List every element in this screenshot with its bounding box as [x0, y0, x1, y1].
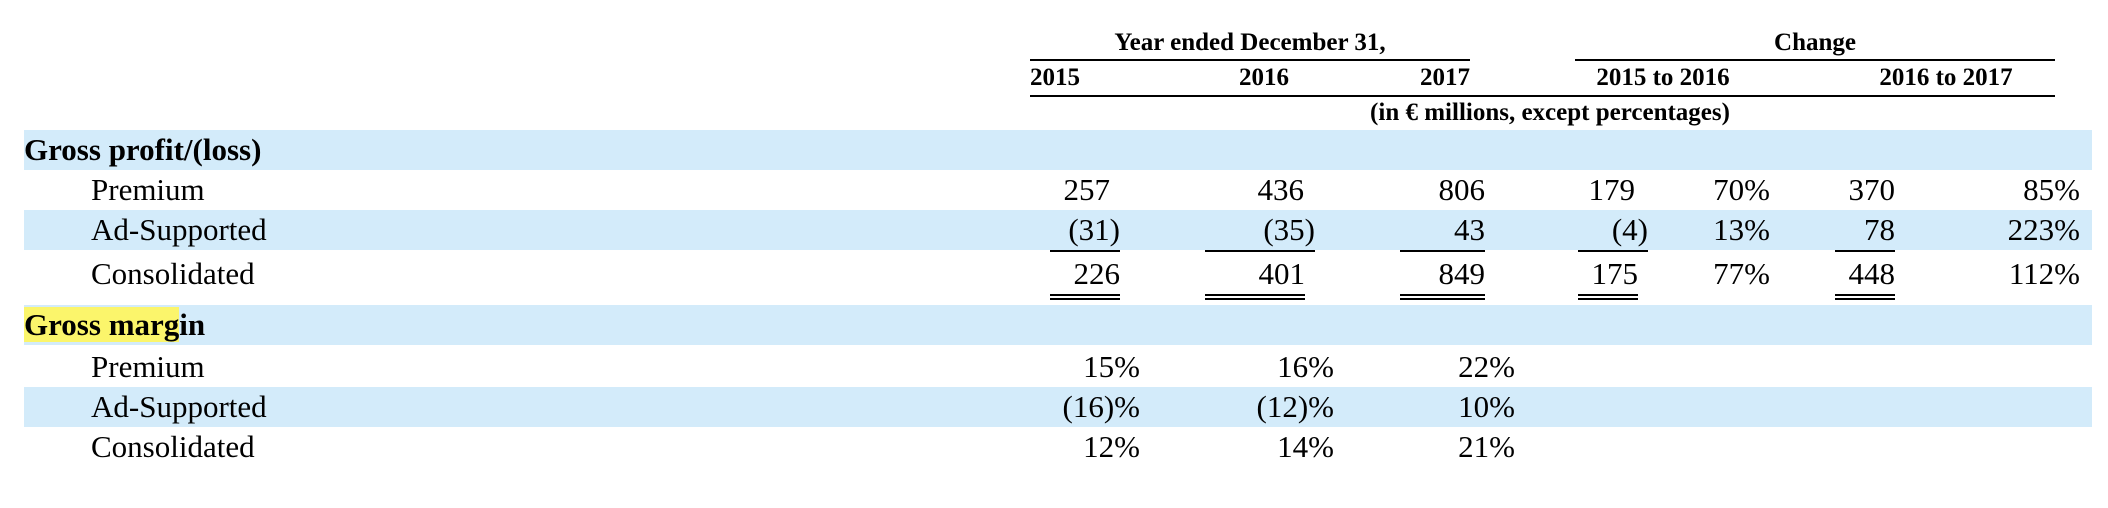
header-year-2017: 2017: [1420, 64, 1470, 91]
cell-ad-chg2-pct: 223%: [2007, 212, 2080, 247]
cell-ad-chg2-abs: 78: [1835, 210, 1895, 252]
cell-premium-2015: 257: [1063, 172, 1111, 207]
band-gross-profit: [24, 130, 2092, 170]
cell-ad-chg1-pct: 13%: [1713, 212, 1770, 247]
header-change-2015-2016: 2015 to 2016: [1596, 64, 1730, 91]
margin-premium-2017: 22%: [1458, 349, 1515, 384]
header-year-2015: 2015: [1030, 64, 1080, 91]
section-title-gross-margin: Gross margin: [24, 305, 205, 345]
margin-ad-2017: 10%: [1458, 389, 1515, 424]
row-label-ad-supported: Ad-Supported: [91, 212, 267, 247]
cell-ad-2017: 43: [1400, 210, 1485, 252]
cell-cons-2016: 401: [1205, 254, 1305, 300]
margin-cons-2017: 21%: [1458, 429, 1515, 464]
cell-cons-chg2-abs: 448: [1835, 254, 1895, 300]
cell-premium-chg1-abs: 179: [1588, 172, 1636, 207]
margin-cons-2015: 12%: [1083, 429, 1140, 464]
band-gross-margin: [24, 305, 2092, 345]
cell-premium-2017: 806: [1438, 172, 1486, 207]
cell-ad-2015: (31): [1050, 210, 1120, 252]
header-year-rule: [1030, 59, 1470, 61]
cell-premium-chg2-pct: 85%: [2023, 172, 2080, 207]
cell-ad-chg1-abs: (4): [1578, 210, 1648, 252]
section-title-gross-profit: Gross profit/(loss): [24, 132, 262, 167]
margin-label-consolidated: Consolidated: [91, 429, 255, 464]
cell-cons-2017: 849: [1400, 254, 1485, 300]
header-change-2016-2017: 2016 to 2017: [1879, 64, 2013, 91]
row-label-premium: Premium: [91, 172, 205, 207]
cell-ad-2016: (35): [1205, 210, 1315, 252]
header-year-group: Year ended December 31,: [1114, 29, 1386, 56]
highlighted-text: Gross marg: [24, 307, 180, 342]
section-title-rest: in: [179, 307, 206, 342]
cell-premium-chg1-pct: 70%: [1713, 172, 1770, 207]
cell-cons-2015: 226: [1050, 254, 1120, 300]
header-change-rule: [1575, 59, 2055, 61]
header-units: (in € millions, except percentages): [1370, 99, 1730, 126]
margin-label-premium: Premium: [91, 349, 205, 384]
band-margin-ad-supported: [24, 387, 2092, 427]
margin-premium-2016: 16%: [1277, 349, 1334, 384]
margin-label-ad-supported: Ad-Supported: [91, 389, 267, 424]
row-label-consolidated: Consolidated: [91, 256, 255, 291]
header-columns-rule: [1030, 95, 2055, 97]
cell-cons-chg2-pct: 112%: [2008, 256, 2080, 291]
margin-ad-2016: (12)%: [1256, 389, 1334, 424]
cell-premium-chg2-abs: 370: [1848, 172, 1896, 207]
cell-cons-chg1-pct: 77%: [1713, 256, 1770, 291]
margin-ad-2015: (16)%: [1062, 389, 1140, 424]
cell-cons-chg1-abs: 175: [1578, 254, 1638, 300]
margin-premium-2015: 15%: [1083, 349, 1140, 384]
margin-cons-2016: 14%: [1277, 429, 1334, 464]
header-year-2016: 2016: [1239, 64, 1289, 91]
header-change-group: Change: [1774, 29, 1856, 56]
band-ad-supported: [24, 210, 2092, 250]
cell-premium-2016: 436: [1257, 172, 1305, 207]
